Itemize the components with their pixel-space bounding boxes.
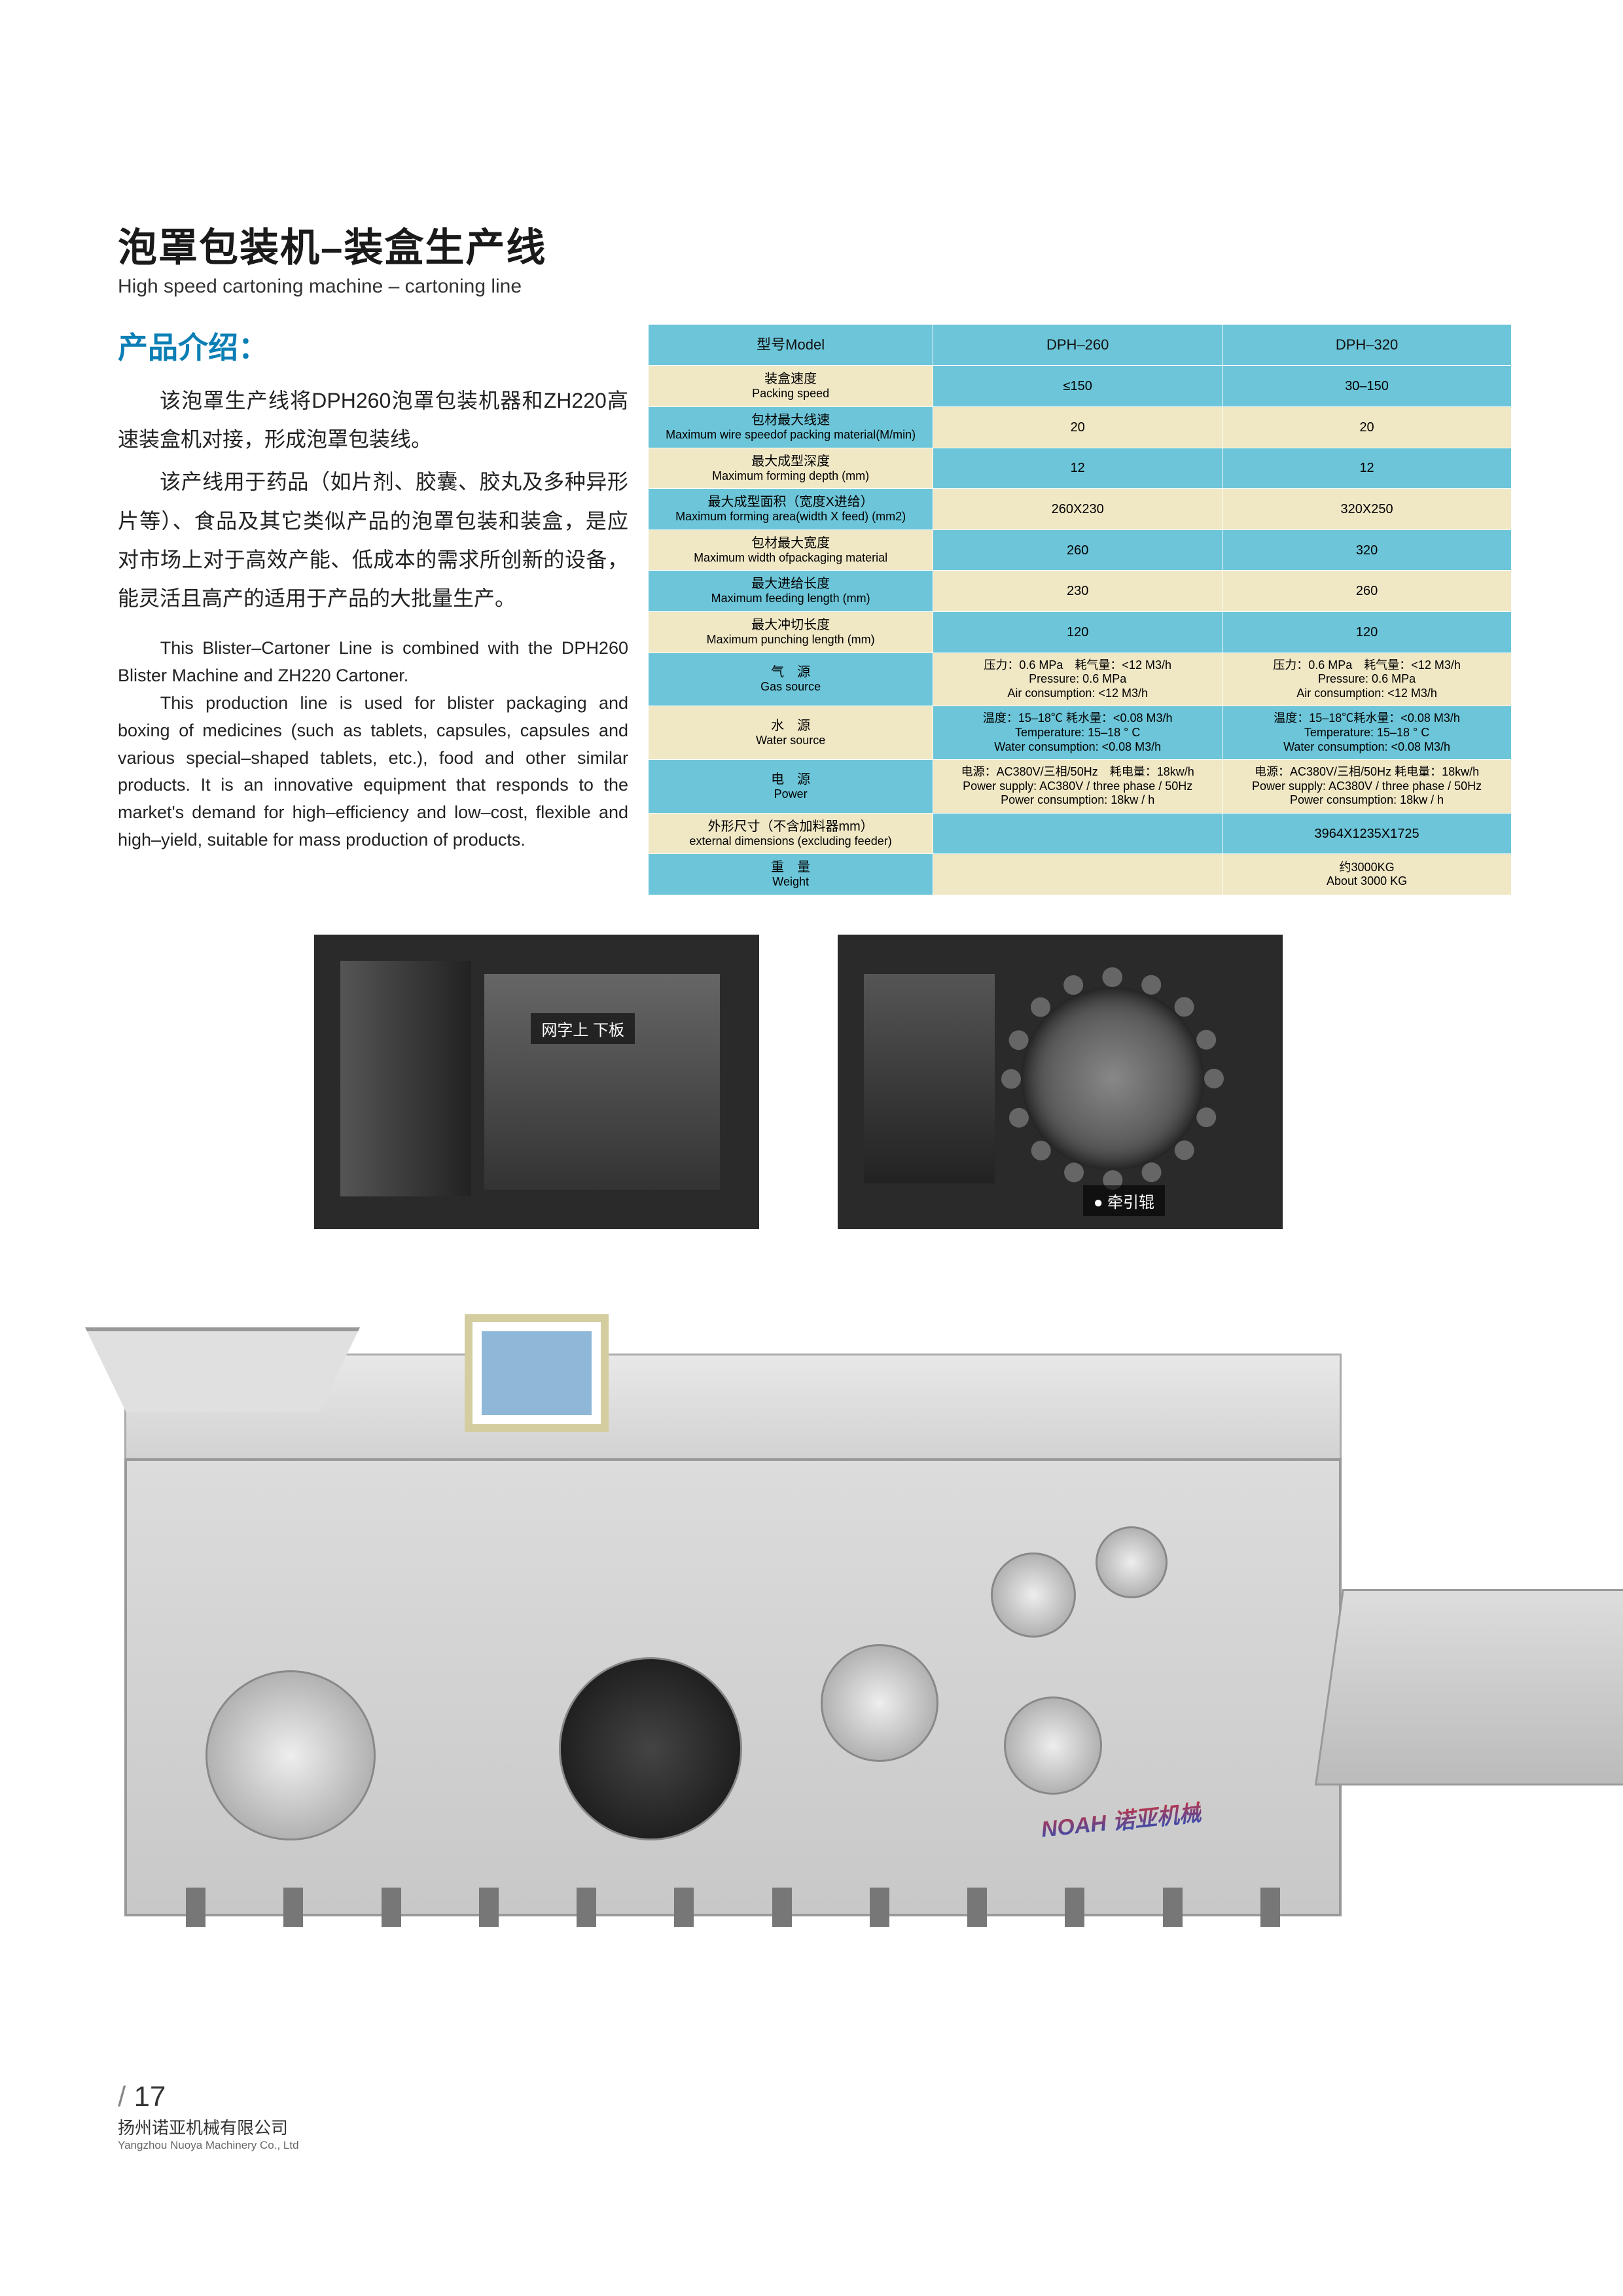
table-row: 最大成型深度Maximum forming depth (mm)1212 <box>649 448 1512 489</box>
row-label: 包材最大宽度Maximum width ofpackaging material <box>649 529 933 571</box>
page-number: 17 <box>118 2081 299 2113</box>
table-row: 最大冲切长度Maximum punching length (mm)120120 <box>649 611 1512 653</box>
row-val-2: 12 <box>1222 448 1512 489</box>
row-val-2: 320 <box>1222 529 1512 571</box>
row-val-2: 260 <box>1222 571 1512 612</box>
row-label: 重 量Weight <box>649 854 933 895</box>
detail-images-row: 网字上 下板 ● 牵引辊 <box>314 935 1512 1229</box>
th-model: 型号Model <box>649 325 933 366</box>
content-row: 产品介绍： 该泡罩生产线将DPH260泡罩包装机器和ZH220高速装盒机对接，形… <box>118 324 1512 895</box>
intro-column: 产品介绍： 该泡罩生产线将DPH260泡罩包装机器和ZH220高速装盒机对接，形… <box>118 324 628 895</box>
intro-para-cn-2: 该产线用于药品（如片剂、胶囊、胶丸及多种异形片等）、食品及其它类似产品的泡罩包装… <box>118 463 628 618</box>
row-val-2: 3964X1235X1725 <box>1222 813 1512 854</box>
row-label: 包材最大线速Maximum wire speedof packing mater… <box>649 406 933 448</box>
title-en: High speed cartoning machine – cartoning… <box>118 276 1512 298</box>
row-val-1: 电源：AC380V/三相/50Hz 耗电量：18kw/hPower supply… <box>933 760 1222 814</box>
row-val-1: 温度：15–18℃ 耗水量：<0.08 M3/hTemperature: 15–… <box>933 706 1222 760</box>
th-dph260: DPH–260 <box>933 325 1222 366</box>
detail-image-left: 网字上 下板 <box>314 935 759 1229</box>
row-val-2: 30–150 <box>1222 366 1512 407</box>
spec-table-wrap: 型号Model DPH–260 DPH–320 装盒速度Packing spee… <box>648 324 1512 895</box>
table-row: 重 量Weight 约3000KGAbout 3000 KG <box>649 854 1512 895</box>
table-row: 外形尺寸（不含加料器mm）external dimensions (exclud… <box>649 813 1512 854</box>
brand-logo: NOAH 诺亚机械 <box>1040 1795 1203 1843</box>
row-val-1: 260X230 <box>933 489 1222 530</box>
intro-para-en-2: This production line is used for blister… <box>118 690 628 854</box>
company-name-cn: 扬州诺亚机械有限公司 <box>118 2115 299 2139</box>
row-label: 电 源Power <box>649 760 933 814</box>
row-label: 最大成型深度Maximum forming depth (mm) <box>649 448 933 489</box>
table-row: 包材最大线速Maximum wire speedof packing mater… <box>649 406 1512 448</box>
intro-para-cn-1: 该泡罩生产线将DPH260泡罩包装机器和ZH220高速装盒机对接，形成泡罩包装线… <box>118 382 628 459</box>
spec-table: 型号Model DPH–260 DPH–320 装盒速度Packing spee… <box>648 324 1512 895</box>
intro-title: 产品介绍： <box>118 324 628 367</box>
detail-label-left: 网字上 下板 <box>531 1013 635 1044</box>
row-val-1: ≤150 <box>933 366 1222 407</box>
row-val-1: 120 <box>933 611 1222 653</box>
row-val-2: 20 <box>1222 406 1512 448</box>
row-val-2: 320X250 <box>1222 489 1512 530</box>
intro-para-en-1: This Blister–Cartoner Line is combined w… <box>118 635 628 690</box>
row-val-1: 压力：0.6 MPa 耗气量：<12 M3/hPressure: 0.6 MPa… <box>933 653 1222 706</box>
row-label: 最大进给长度Maximum feeding length (mm) <box>649 571 933 612</box>
row-val-2: 约3000KGAbout 3000 KG <box>1222 854 1512 895</box>
page-header: 泡罩包装机–装盒生产线 High speed cartoning machine… <box>118 216 1512 298</box>
machine-illustration: NOAH 诺亚机械 <box>85 1288 1525 2008</box>
detail-label-right: ● 牵引辊 <box>1083 1185 1165 1216</box>
row-val-2: 压力：0.6 MPa 耗气量：<12 M3/hPressure: 0.6 MPa… <box>1222 653 1512 706</box>
row-val-1 <box>933 854 1222 895</box>
row-label: 外形尺寸（不含加料器mm）external dimensions (exclud… <box>649 813 933 854</box>
table-row: 装盒速度Packing speed≤15030–150 <box>649 366 1512 407</box>
company-name-en: Yangzhou Nuoya Machinery Co., Ltd <box>118 2139 299 2152</box>
row-val-1: 230 <box>933 571 1222 612</box>
th-dph320: DPH–320 <box>1222 325 1512 366</box>
table-row: 最大进给长度Maximum feeding length (mm)230260 <box>649 571 1512 612</box>
detail-image-right: ● 牵引辊 <box>838 935 1283 1229</box>
row-label: 水 源Water source <box>649 706 933 760</box>
table-row: 气 源Gas source压力：0.6 MPa 耗气量：<12 M3/hPres… <box>649 653 1512 706</box>
row-label: 最大成型面积（宽度X进给）Maximum forming area(width … <box>649 489 933 530</box>
page-footer: 17 扬州诺亚机械有限公司 Yangzhou Nuoya Machinery C… <box>118 2081 299 2152</box>
row-val-1: 20 <box>933 406 1222 448</box>
row-label: 最大冲切长度Maximum punching length (mm) <box>649 611 933 653</box>
row-val-1 <box>933 813 1222 854</box>
row-val-1: 12 <box>933 448 1222 489</box>
row-val-2: 温度：15–18℃耗水量：<0.08 M3/hTemperature: 15–1… <box>1222 706 1512 760</box>
row-val-1: 260 <box>933 529 1222 571</box>
table-header-row: 型号Model DPH–260 DPH–320 <box>649 325 1512 366</box>
table-row: 包材最大宽度Maximum width ofpackaging material… <box>649 529 1512 571</box>
table-row: 最大成型面积（宽度X进给）Maximum forming area(width … <box>649 489 1512 530</box>
table-row: 电 源Power电源：AC380V/三相/50Hz 耗电量：18kw/hPowe… <box>649 760 1512 814</box>
table-row: 水 源Water source温度：15–18℃ 耗水量：<0.08 M3/hT… <box>649 706 1512 760</box>
row-val-2: 电源：AC380V/三相/50Hz 耗电量：18kw/hPower supply… <box>1222 760 1512 814</box>
row-label: 气 源Gas source <box>649 653 933 706</box>
title-cn: 泡罩包装机–装盒生产线 <box>118 216 1512 273</box>
row-label: 装盒速度Packing speed <box>649 366 933 407</box>
row-val-2: 120 <box>1222 611 1512 653</box>
